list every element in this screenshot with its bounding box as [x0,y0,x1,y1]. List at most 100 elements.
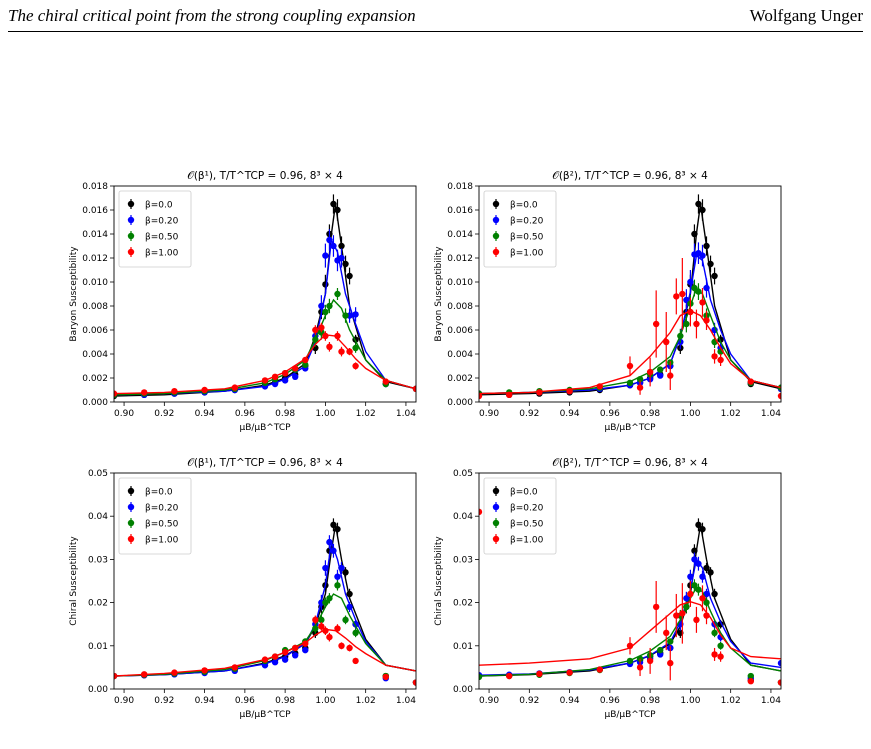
data-point [646,657,654,665]
y-tick-label: 0.01 [453,642,473,652]
series-curve [479,310,781,395]
series-curve [114,237,416,396]
series-β=1.00 [114,615,416,686]
legend: β=0.0 β=0.20 β=0.50 β=1.00 [118,477,192,555]
data-point [667,659,674,667]
data-point [352,311,359,318]
data-point [677,332,684,340]
data-point [695,521,702,529]
x-tick-label: 1.02 [721,409,741,419]
legend-marker [492,200,500,208]
y-tick-label: 0.04 [88,512,108,522]
data-point [703,317,710,324]
legend-marker [127,248,135,256]
data-point [777,659,781,667]
data-point [699,299,706,306]
series-β=1.00 [479,258,781,400]
x-tick-label: 0.90 [479,696,499,706]
y-tick-label: 0.00 [88,685,108,695]
y-tick-label: 0.05 [88,469,108,479]
data-point [318,623,325,630]
data-point [717,653,724,660]
data-point [747,672,754,680]
legend-label: β=0.20 [510,504,544,514]
legend-marker [492,216,500,224]
x-tick-label: 0.92 [519,696,539,706]
data-point [626,379,634,386]
data-point [679,610,686,617]
data-point [711,590,718,598]
chart-panel-3: 𝒪(β¹), T/T^TCP = 0.96, 8³ × 4 0.90 0.92 0.9… [69,457,417,720]
data-point [652,320,660,328]
data-point [322,281,329,288]
data-point [338,564,345,572]
y-tick-label: 0.00 [453,685,473,695]
data-point [334,625,341,632]
data-point [646,368,654,376]
legend-label: β=0.0 [145,488,173,498]
data-point [352,657,359,665]
legend-marker [127,487,135,495]
data-point [777,392,781,400]
x-tick-label: 1.04 [396,409,416,419]
x-tick-label: 0.90 [479,409,499,419]
y-tick-label: 0.002 [82,374,108,384]
data-point [703,612,710,619]
x-axis-label: μB/μB^TCP [239,710,291,720]
data-point [312,336,319,343]
data-point [636,384,644,391]
data-point [171,388,178,395]
data-point [292,373,299,380]
series-β=1.00 [479,508,781,686]
data-point [703,599,710,606]
data-point [292,644,299,652]
x-tick-label: 0.96 [235,409,255,419]
y-tick-label: 0.010 [82,278,108,288]
data-point [596,383,603,390]
data-point [302,646,309,654]
data-point [699,252,706,259]
legend-label: β=1.00 [510,536,544,546]
series-curve [479,286,781,395]
x-tick-label: 0.92 [154,696,174,706]
legend-label: β=1.00 [145,249,179,259]
data-point [281,656,289,663]
y-tick-label: 0.018 [82,182,108,192]
data-point [322,308,329,316]
chart-title: 𝒪(β¹), T/T^TCP = 0.96, 8³ × 4 [187,170,343,182]
x-tick-label: 1.00 [315,409,335,419]
data-point [506,391,513,398]
y-tick-label: 0.006 [82,326,108,336]
data-point [382,378,389,385]
x-tick-label: 1.02 [356,409,376,419]
chart-panel-1: 𝒪(β¹), T/T^TCP = 0.96, 8³ × 4 0.90 0.92 0.9… [69,170,417,433]
data-point [679,290,686,298]
x-tick-label: 1.00 [680,409,700,419]
data-point [636,664,644,671]
data-point [777,679,781,686]
data-point [711,272,718,280]
data-point [302,640,309,647]
series-curve [114,541,416,677]
data-point [691,556,698,563]
y-tick-label: 0.002 [447,374,473,384]
data-point [657,646,664,654]
legend-marker [127,200,135,208]
data-point [318,302,325,310]
y-tick-label: 0.004 [447,350,473,360]
axes-frame [113,472,417,690]
legend: β=0.0 β=0.20 β=0.50 β=1.00 [118,190,192,268]
data-point [346,603,353,611]
x-tick-label: 0.96 [235,696,255,706]
y-tick-label: 0.000 [82,398,108,408]
chart-panel-4: 𝒪(β²), T/T^TCP = 0.96, 8³ × 4 0.90 0.92 0.9… [434,457,782,720]
legend-marker [492,248,500,256]
data-point [699,525,706,533]
legend-box [483,190,557,268]
legend-marker [127,503,135,511]
data-point [687,278,694,286]
data-point [663,629,670,637]
chart-title: 𝒪(β¹), T/T^TCP = 0.96, 8³ × 4 [187,457,343,469]
data-point [683,320,690,328]
data-point [382,673,389,681]
